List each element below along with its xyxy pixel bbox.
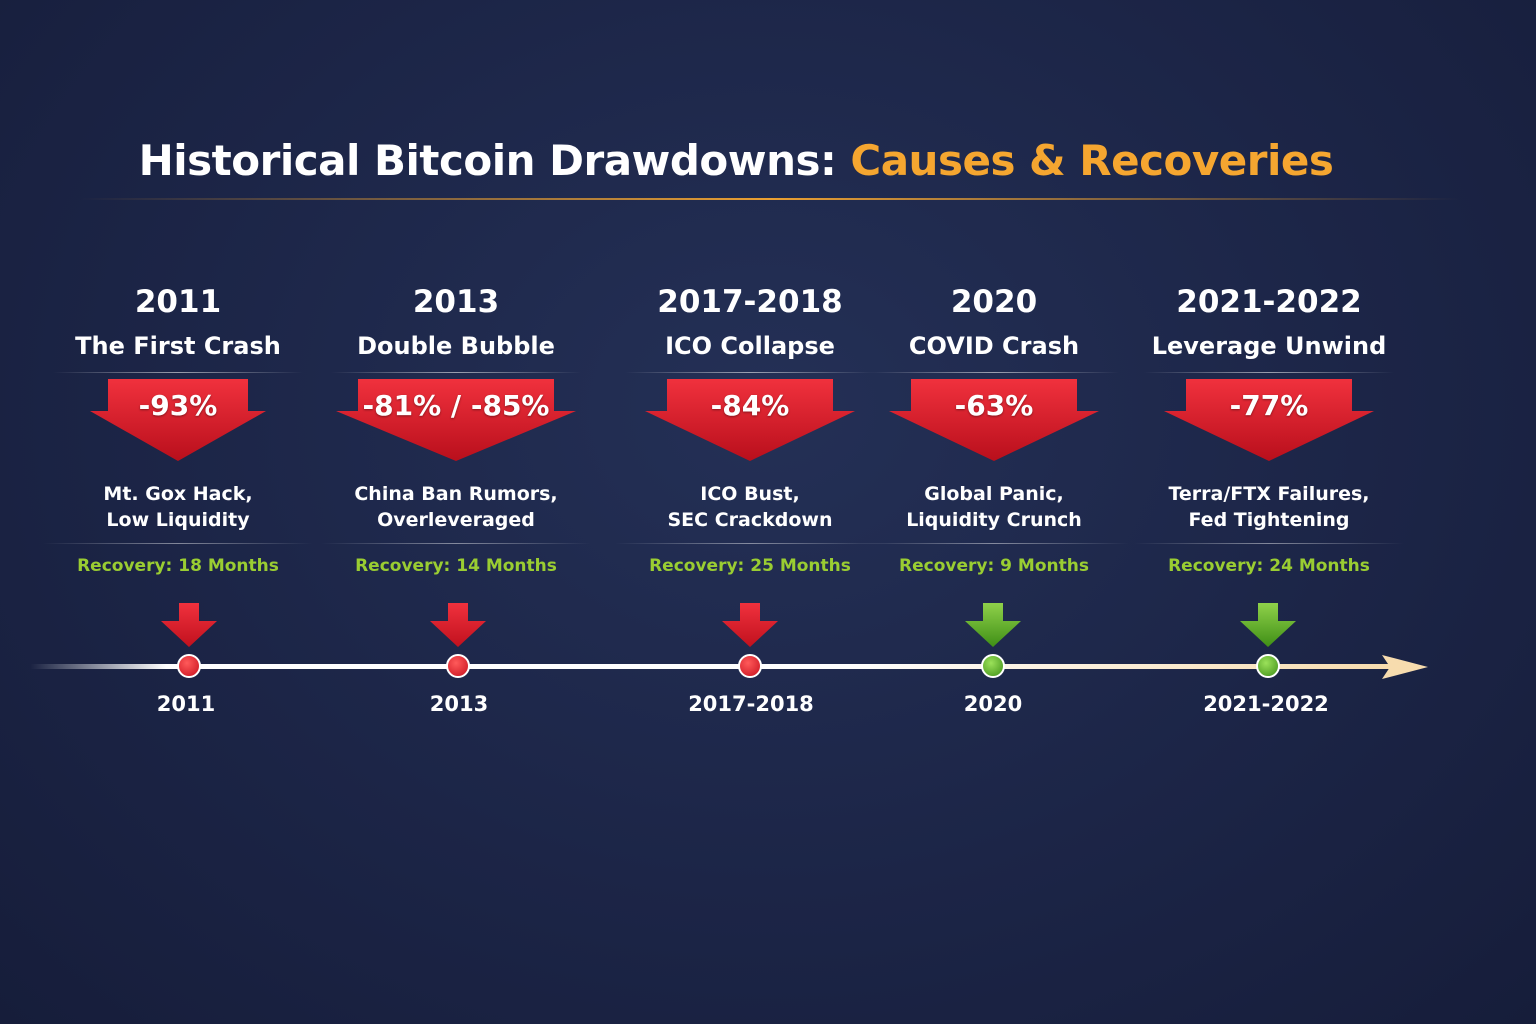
title-accent: Causes & Recoveries — [850, 136, 1333, 185]
recovery-time: Recovery: 14 Months — [311, 556, 601, 576]
timeline-arrowhead-icon — [1382, 655, 1428, 679]
recovery-time: Recovery: 18 Months — [33, 556, 323, 576]
event-cause: Global Panic, Liquidity Crunch — [849, 481, 1139, 533]
recovery-time: Recovery: 9 Months — [849, 556, 1139, 576]
event-divider — [1144, 372, 1394, 373]
red-down-arrow-icon — [159, 603, 219, 647]
cause-line: Fed Tightening — [1124, 507, 1414, 533]
cause-line: Mt. Gox Hack, — [33, 481, 323, 507]
event-divider — [625, 372, 875, 373]
drawdown-value: -77% — [1164, 389, 1374, 422]
drawdown-arrow: -63% — [889, 379, 1099, 461]
event-name: Leverage Unwind — [1124, 324, 1414, 368]
event-card-2013: 2013 Double Bubble -81% / -85% China Ban… — [311, 280, 601, 576]
event-cause: Terra/FTX Failures, Fed Tightening — [1124, 481, 1414, 533]
cause-line: Low Liquidity — [33, 507, 323, 533]
drawdown-value: -81% / -85% — [336, 389, 576, 422]
cause-line: China Ban Rumors, — [311, 481, 601, 507]
drawdown-arrow: -84% — [645, 379, 855, 461]
event-name: Double Bubble — [311, 324, 601, 368]
event-year: 2013 — [311, 280, 601, 324]
event-name: COVID Crash — [849, 324, 1139, 368]
red-down-arrow-icon — [720, 603, 780, 647]
timeline-dot-2017-2018 — [738, 654, 762, 678]
timeline-label: 2021-2022 — [1166, 692, 1366, 716]
drawdown-value: -93% — [90, 389, 266, 422]
drawdown-arrow: -93% — [90, 379, 266, 461]
event-divider — [331, 372, 581, 373]
drawdown-arrow: -81% / -85% — [336, 379, 576, 461]
event-card-2021-2022: 2021-2022 Leverage Unwind -77% Terra/FTX… — [1124, 280, 1414, 576]
drawdown-arrow: -77% — [1164, 379, 1374, 461]
event-divider — [1134, 543, 1404, 544]
recovery-time: Recovery: 24 Months — [1124, 556, 1414, 576]
title-main: Historical Bitcoin Drawdowns: — [139, 136, 837, 185]
drawdown-value: -63% — [889, 389, 1099, 422]
timeline-dot-2013 — [446, 654, 470, 678]
timeline-label: 2013 — [359, 692, 559, 716]
cause-line: Overleveraged — [311, 507, 601, 533]
cause-line: Liquidity Crunch — [849, 507, 1139, 533]
event-year: 2021-2022 — [1124, 280, 1414, 324]
event-divider — [859, 543, 1129, 544]
event-cause: China Ban Rumors, Overleveraged — [311, 481, 601, 533]
green-down-arrow-icon — [963, 603, 1023, 647]
timeline-label: 2011 — [86, 692, 286, 716]
timeline-axis — [30, 664, 1390, 669]
event-card-2011: 2011 The First Crash -93% Mt. Gox Hack, … — [33, 280, 323, 576]
cause-line: Terra/FTX Failures, — [1124, 481, 1414, 507]
event-name: The First Crash — [33, 324, 323, 368]
timeline-dot-2021-2022 — [1256, 654, 1280, 678]
event-divider — [53, 372, 303, 373]
timeline-dot-2011 — [177, 654, 201, 678]
timeline-label: 2020 — [893, 692, 1093, 716]
event-year: 2020 — [849, 280, 1139, 324]
page-title: Historical Bitcoin Drawdowns: Causes & R… — [0, 136, 1472, 185]
timeline-dot-2020 — [981, 654, 1005, 678]
title-divider — [80, 198, 1460, 200]
green-down-arrow-icon — [1238, 603, 1298, 647]
red-down-arrow-icon — [428, 603, 488, 647]
event-divider — [869, 372, 1119, 373]
event-divider — [615, 543, 885, 544]
event-divider — [43, 543, 313, 544]
event-year: 2011 — [33, 280, 323, 324]
event-cause: Mt. Gox Hack, Low Liquidity — [33, 481, 323, 533]
event-card-2020: 2020 COVID Crash -63% Global Panic, Liqu… — [849, 280, 1139, 576]
event-divider — [321, 543, 591, 544]
timeline-label: 2017-2018 — [651, 692, 851, 716]
drawdown-value: -84% — [645, 389, 855, 422]
cause-line: Global Panic, — [849, 481, 1139, 507]
